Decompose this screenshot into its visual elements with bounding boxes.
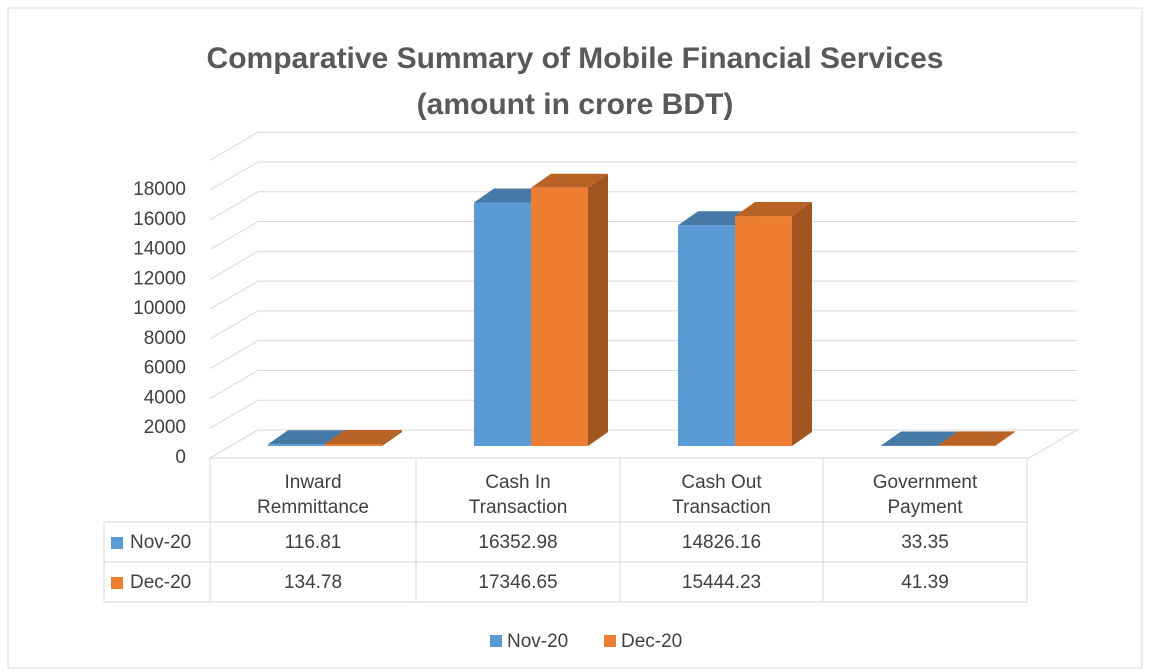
table-legend-key [111, 537, 123, 549]
bar-top [881, 431, 958, 446]
bar-top [531, 173, 608, 188]
grid-line [209, 191, 259, 221]
y-tick-label: 8000 [144, 328, 186, 349]
bar [325, 443, 382, 446]
legend-label: Dec-20 [621, 631, 682, 652]
bar [735, 216, 792, 446]
y-tick-label: 4000 [144, 387, 186, 408]
table-cell: 134.78 [284, 572, 342, 593]
bar-side [995, 431, 1015, 446]
y-tick-label: 10000 [133, 298, 186, 319]
bar-top [268, 430, 345, 445]
bar-top [938, 431, 1015, 446]
grid-line [209, 340, 259, 370]
bar [938, 445, 995, 446]
y-tick-label: 14000 [133, 239, 186, 260]
grid-line [209, 399, 259, 429]
table-cell: 33.35 [901, 532, 949, 553]
table-cell: 15444.23 [682, 572, 761, 593]
y-tick-label: 16000 [133, 209, 186, 230]
legend-label: Nov-20 [507, 631, 568, 652]
x-tick-label: Government Payment [872, 472, 978, 518]
bar-side [382, 429, 402, 446]
table-cell: 41.39 [901, 572, 949, 593]
chart-title: Comparative Summary of Mobile Financial … [206, 42, 944, 121]
legend-key [604, 635, 616, 647]
bar-side [588, 173, 608, 446]
bar-top [325, 429, 402, 444]
grid-line [209, 131, 259, 161]
grid-line [209, 280, 259, 310]
table-cell: 116.81 [285, 532, 342, 553]
bar [531, 187, 588, 446]
x-tick-label: Inward Remmittance [257, 472, 369, 518]
table-cell: 16352.98 [478, 532, 557, 553]
grid-line [209, 161, 259, 191]
table-cell: 17346.65 [478, 572, 557, 593]
bar [678, 225, 735, 446]
bar [268, 444, 325, 446]
y-tick-label: 12000 [133, 268, 186, 289]
x-tick-label: Cash Out Transaction [672, 472, 771, 518]
grid-line [209, 250, 259, 280]
table-cell: 14826.16 [682, 532, 761, 553]
y-tick-label: 6000 [144, 358, 186, 379]
y-tick-label: 0 [175, 447, 186, 468]
legend-key [490, 635, 502, 647]
table-row-label: Dec-20 [130, 572, 191, 593]
bar [474, 202, 531, 446]
bar-side [792, 202, 812, 446]
bar-top [735, 202, 812, 217]
table-row-label: Nov-20 [130, 532, 191, 553]
x-tick-label: Cash In Transaction [468, 472, 568, 518]
grid-line [209, 370, 259, 399]
y-tick-label: 2000 [144, 417, 186, 438]
y-tick-label: 18000 [133, 179, 186, 200]
grid-line [209, 310, 259, 340]
grid-line [209, 221, 259, 250]
table-legend-key [111, 577, 123, 589]
